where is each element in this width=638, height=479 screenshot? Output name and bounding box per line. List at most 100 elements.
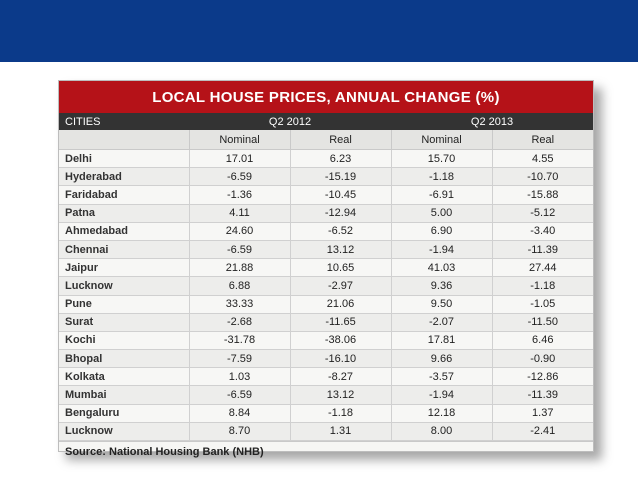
table-row: Surat -2.68 -11.65 -2.07 -11.50 bbox=[59, 313, 593, 332]
table-row: Lucknow 8.70 1.31 8.00 -2.41 bbox=[59, 422, 593, 442]
nominal-2013-cell: 5.00 bbox=[390, 204, 492, 223]
table-row: Bhopal -7.59 -16.10 9.66 -0.90 bbox=[59, 349, 593, 369]
city-cell: Jaipur bbox=[59, 258, 189, 278]
real-2012-cell: -11.65 bbox=[289, 313, 391, 332]
real-2012-cell: 10.65 bbox=[289, 258, 391, 278]
top-banner bbox=[0, 0, 638, 62]
real-2012-cell: 6.23 bbox=[289, 149, 391, 169]
table-row: Hyderabad -6.59 -15.19 -1.18 -10.70 bbox=[59, 167, 593, 187]
city-cell: Kolkata bbox=[59, 367, 189, 387]
source-note: Source: National Housing Bank (NHB) bbox=[59, 441, 593, 462]
nominal-2013-cell: -2.07 bbox=[390, 313, 492, 332]
real-2013-cell: -12.86 bbox=[491, 367, 593, 387]
real-2013-cell: -1.18 bbox=[491, 276, 593, 296]
real-2012-cell: -38.06 bbox=[289, 331, 391, 351]
nominal-2012-cell: -6.59 bbox=[188, 240, 290, 260]
nominal-2012-cell: -6.59 bbox=[188, 167, 290, 187]
table-row: Patna 4.11 -12.94 5.00 -5.12 bbox=[59, 204, 593, 223]
city-cell: Ahmedabad bbox=[59, 222, 189, 241]
city-cell: Bhopal bbox=[59, 349, 189, 369]
nominal-2012-cell: 17.01 bbox=[188, 149, 290, 169]
real-2013-cell: -0.90 bbox=[491, 349, 593, 369]
table-row: Delhi 17.01 6.23 15.70 4.55 bbox=[59, 149, 593, 169]
nominal-2013-cell: -1.94 bbox=[390, 240, 492, 260]
real-2012-cell: 1.31 bbox=[289, 422, 391, 442]
real-2012-cell: -10.45 bbox=[289, 185, 391, 205]
city-cell: Kochi bbox=[59, 331, 189, 351]
cities-header: CITIES bbox=[59, 113, 189, 130]
table-title: LOCAL HOUSE PRICES, ANNUAL CHANGE (%) bbox=[59, 81, 593, 113]
city-cell: Faridabad bbox=[59, 185, 189, 205]
nominal-2012-cell: 33.33 bbox=[188, 295, 290, 314]
nominal-2013-cell: 15.70 bbox=[390, 149, 492, 169]
house-price-table-card: LOCAL HOUSE PRICES, ANNUAL CHANGE (%) CI… bbox=[58, 80, 594, 458]
real-2012-cell: -12.94 bbox=[289, 204, 391, 223]
subheader-nominal-2013: Nominal bbox=[390, 130, 492, 150]
nominal-2012-cell: 8.84 bbox=[188, 404, 290, 423]
real-2013-cell: 6.46 bbox=[491, 331, 593, 351]
nominal-2012-cell: 4.11 bbox=[188, 204, 290, 223]
nominal-2012-cell: 1.03 bbox=[188, 367, 290, 387]
real-2013-cell: -2.41 bbox=[491, 422, 593, 442]
real-2012-cell: -1.18 bbox=[289, 404, 391, 423]
subheader-blank bbox=[59, 130, 189, 150]
nominal-2013-cell: 6.90 bbox=[390, 222, 492, 241]
nominal-2013-cell: 8.00 bbox=[390, 422, 492, 442]
city-cell: Patna bbox=[59, 204, 189, 223]
nominal-2012-cell: 21.88 bbox=[188, 258, 290, 278]
nominal-2013-cell: 17.81 bbox=[390, 331, 492, 351]
real-2012-cell: -8.27 bbox=[289, 367, 391, 387]
real-2013-cell: -11.50 bbox=[491, 313, 593, 332]
table-row: Faridabad -1.36 -10.45 -6.91 -15.88 bbox=[59, 185, 593, 205]
real-2012-cell: -16.10 bbox=[289, 349, 391, 369]
city-cell: Lucknow bbox=[59, 276, 189, 296]
subheader-real-2012: Real bbox=[289, 130, 391, 150]
nominal-2012-cell: 8.70 bbox=[188, 422, 290, 442]
table-row: Chennai -6.59 13.12 -1.94 -11.39 bbox=[59, 240, 593, 260]
table-row: Kochi -31.78 -38.06 17.81 6.46 bbox=[59, 331, 593, 351]
nominal-2013-cell: -1.18 bbox=[390, 167, 492, 187]
real-2013-cell: -3.40 bbox=[491, 222, 593, 241]
table-row: Pune 33.33 21.06 9.50 -1.05 bbox=[59, 295, 593, 314]
city-cell: Chennai bbox=[59, 240, 189, 260]
city-cell: Surat bbox=[59, 313, 189, 332]
table-row: Kolkata 1.03 -8.27 -3.57 -12.86 bbox=[59, 367, 593, 387]
table-row: Ahmedabad 24.60 -6.52 6.90 -3.40 bbox=[59, 222, 593, 241]
real-2012-cell: -6.52 bbox=[289, 222, 391, 241]
real-2013-cell: -11.39 bbox=[491, 385, 593, 405]
nominal-2012-cell: 24.60 bbox=[188, 222, 290, 241]
nominal-2013-cell: 9.66 bbox=[390, 349, 492, 369]
nominal-2013-cell: 12.18 bbox=[390, 404, 492, 423]
city-cell: Hyderabad bbox=[59, 167, 189, 187]
table-row: Mumbai -6.59 13.12 -1.94 -11.39 bbox=[59, 385, 593, 405]
real-2012-cell: -15.19 bbox=[289, 167, 391, 187]
real-2013-cell: -10.70 bbox=[491, 167, 593, 187]
table-row: Lucknow 6.88 -2.97 9.36 -1.18 bbox=[59, 276, 593, 296]
table-row: Bengaluru 8.84 -1.18 12.18 1.37 bbox=[59, 404, 593, 423]
real-2012-cell: 13.12 bbox=[289, 240, 391, 260]
subheader-row: Nominal Real Nominal Real bbox=[59, 130, 593, 150]
nominal-2012-cell: -7.59 bbox=[188, 349, 290, 369]
nominal-2013-cell: 9.36 bbox=[390, 276, 492, 296]
subheader-nominal-2012: Nominal bbox=[188, 130, 290, 150]
city-cell: Bengaluru bbox=[59, 404, 189, 423]
city-cell: Lucknow bbox=[59, 422, 189, 442]
header-group-row: CITIES Q2 2012 Q2 2013 bbox=[59, 113, 593, 130]
nominal-2012-cell: -1.36 bbox=[188, 185, 290, 205]
nominal-2013-cell: 41.03 bbox=[390, 258, 492, 278]
nominal-2012-cell: -6.59 bbox=[188, 385, 290, 405]
real-2013-cell: 4.55 bbox=[491, 149, 593, 169]
real-2013-cell: -15.88 bbox=[491, 185, 593, 205]
nominal-2012-cell: 6.88 bbox=[188, 276, 290, 296]
real-2012-cell: 13.12 bbox=[289, 385, 391, 405]
real-2012-cell: 21.06 bbox=[289, 295, 391, 314]
period-2013-header: Q2 2013 bbox=[391, 113, 593, 130]
nominal-2012-cell: -2.68 bbox=[188, 313, 290, 332]
subheader-real-2013: Real bbox=[491, 130, 593, 150]
nominal-2013-cell: 9.50 bbox=[390, 295, 492, 314]
city-cell: Pune bbox=[59, 295, 189, 314]
real-2012-cell: -2.97 bbox=[289, 276, 391, 296]
nominal-2012-cell: -31.78 bbox=[188, 331, 290, 351]
city-cell: Delhi bbox=[59, 149, 189, 169]
real-2013-cell: 27.44 bbox=[491, 258, 593, 278]
